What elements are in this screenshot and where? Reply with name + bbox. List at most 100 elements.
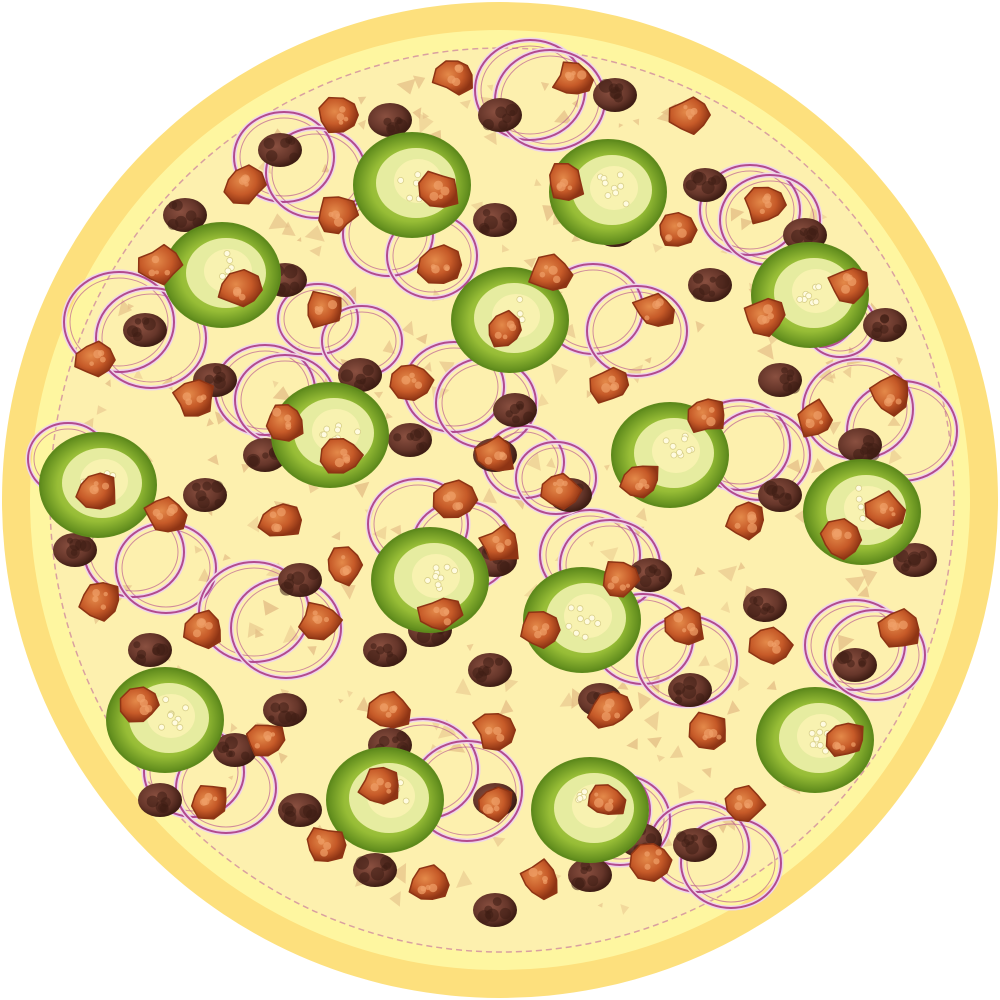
chicken-piece-icon — [318, 96, 359, 134]
cheese-flake-icon — [466, 643, 474, 652]
cheese-flake-icon — [571, 234, 581, 243]
cheese-flake-icon — [402, 320, 414, 336]
cheese-flake-icon — [391, 863, 407, 884]
cheese-flake-icon — [272, 380, 279, 388]
chicken-piece-icon — [472, 712, 517, 751]
chicken-piece-icon — [319, 437, 364, 474]
cheese-flake-icon — [230, 722, 238, 733]
cheese-flake-icon — [389, 891, 401, 907]
ground-beef-icon — [123, 313, 167, 347]
jalapeno-slice-icon — [549, 139, 667, 245]
cheese-flake-icon — [282, 624, 300, 644]
cheese-flake-icon — [842, 366, 852, 379]
cheese-flake-icon — [127, 303, 135, 310]
cheese-flake-icon — [382, 339, 396, 354]
cheese-flake-icon — [599, 547, 619, 563]
cheese-flake-icon — [827, 421, 842, 435]
chicken-piece-icon — [408, 864, 450, 900]
ground-beef-icon — [478, 98, 522, 132]
chicken-piece-icon — [190, 784, 227, 820]
cheese-flake-icon — [207, 511, 213, 517]
chicken-piece-icon — [137, 243, 184, 286]
cheese-flake-icon — [278, 752, 288, 764]
cheese-flake-icon — [597, 902, 603, 908]
chicken-piece-icon — [418, 170, 459, 208]
cheese-flake-icon — [635, 507, 647, 522]
chicken-piece-icon — [668, 96, 711, 136]
ground-beef-icon — [568, 858, 612, 892]
cheese-flake-icon — [727, 700, 741, 715]
cheese-flake-icon — [357, 96, 367, 105]
cheese-flake-icon — [504, 678, 519, 693]
cheese-flake-icon — [626, 738, 638, 750]
chicken-piece-icon — [245, 724, 286, 757]
cheese-flake-icon — [672, 584, 686, 596]
chicken-piece-icon — [819, 518, 863, 561]
cheese-flake-icon — [698, 655, 710, 667]
jalapeno-slice-icon — [163, 222, 281, 328]
cheese-flake-icon — [618, 123, 624, 128]
cheese-flake-icon — [620, 904, 630, 915]
cheese-flake-icon — [118, 299, 133, 317]
cheese-flake-icon — [536, 393, 549, 408]
chicken-piece-icon — [619, 465, 659, 499]
chicken-piece-icon — [119, 686, 160, 723]
cheese-flake-icon — [720, 601, 731, 614]
cheese-flake-icon — [643, 711, 659, 732]
chicken-piece-icon — [586, 690, 634, 729]
cheese-flake-icon — [737, 562, 746, 571]
chicken-piece-icon — [827, 267, 869, 305]
cheese-flake-icon — [412, 75, 426, 90]
chicken-piece-icon — [78, 582, 120, 622]
cheese-flake-icon — [860, 568, 878, 588]
cheese-flake-icon — [347, 690, 353, 698]
cheese-flake-icon — [373, 391, 384, 399]
ground-beef-icon — [338, 358, 382, 392]
cheese-flake-icon — [207, 454, 219, 466]
chicken-piece-icon — [864, 490, 907, 530]
ground-beef-icon — [668, 673, 712, 707]
ground-beef-icon — [758, 478, 802, 512]
cheese-flake-icon — [896, 357, 903, 365]
cheese-flake-icon — [815, 366, 834, 384]
ground-beef-icon — [53, 533, 97, 567]
cheese-flake-icon — [888, 447, 903, 465]
cheese-flake-icon — [669, 745, 684, 759]
chicken-piece-icon — [825, 722, 864, 757]
ground-beef-icon — [833, 648, 877, 682]
chicken-piece-icon — [265, 403, 304, 442]
chicken-piece-icon — [366, 690, 411, 729]
cheese-flake-icon — [222, 553, 231, 561]
ground-beef-icon — [673, 828, 717, 862]
chicken-piece-icon — [540, 472, 583, 511]
cheese-flake-icon — [718, 823, 728, 834]
cheese-flake-icon — [338, 698, 344, 704]
cheese-flake-icon — [694, 566, 706, 577]
cheese-flake-icon — [738, 675, 750, 691]
ground-beef-icon — [353, 853, 397, 887]
chicken-piece-icon — [217, 268, 263, 308]
ground-beef-icon — [893, 543, 937, 577]
ground-beef-icon — [758, 363, 802, 397]
cheese-flake-icon — [423, 361, 432, 372]
chicken-pieces — [74, 60, 920, 901]
cheese-flake-icon — [482, 487, 498, 504]
chicken-piece-icon — [688, 711, 726, 750]
ground-beef-icon — [473, 203, 517, 237]
cheese-flake-icon — [105, 379, 111, 388]
ground-beef-icon — [863, 308, 907, 342]
chicken-piece-icon — [664, 606, 704, 646]
chicken-piece-icon — [587, 784, 627, 815]
cheese-flake-icon — [551, 363, 569, 385]
chicken-piece-icon — [877, 608, 920, 648]
ground-beef-icon — [263, 693, 307, 727]
cheese-flake-icon — [756, 343, 774, 360]
cheese-flake-icon — [560, 323, 576, 339]
cheese-flake-icon — [502, 244, 510, 253]
cheese-flake-icon — [499, 699, 514, 715]
jalapeno-slice-icon — [531, 757, 649, 863]
ground-beef-icon — [363, 633, 407, 667]
ground-beef-icon — [128, 633, 172, 667]
chicken-piece-icon — [357, 766, 399, 805]
